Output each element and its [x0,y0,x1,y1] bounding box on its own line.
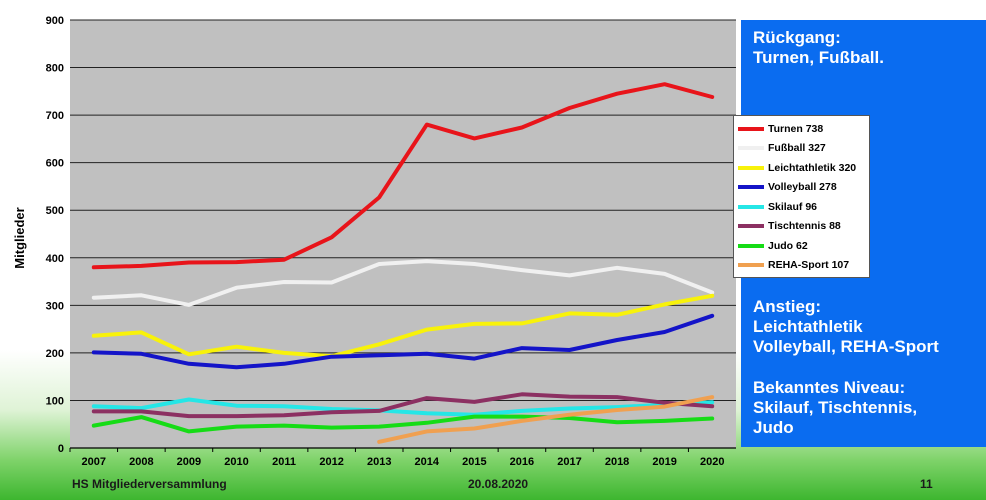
x-tick-label: 2008 [129,456,153,468]
legend-swatch [738,244,764,248]
legend-item: Tischtennis 88 [738,217,865,237]
legend-item: Skilauf 96 [738,197,865,217]
legend-item: Judo 62 [738,236,865,256]
legend-item: Volleyball 278 [738,178,865,198]
x-tick-label: 2015 [462,456,486,468]
y-tick-label: 900 [46,15,64,27]
x-tick-label: 2017 [557,456,581,468]
y-tick-label: 700 [46,110,64,122]
footer-date: 20.08.2020 [468,477,528,491]
footer-page-number: 11 [920,477,933,491]
legend-item: Turnen 738 [738,119,865,139]
legend-item: REHA-Sport 107 [738,256,865,276]
x-tick-label: 2010 [224,456,248,468]
legend-swatch [738,263,764,267]
legend-swatch [738,127,764,131]
legend-label: Turnen 738 [768,123,823,135]
legend-label: Tischtennis 88 [768,220,841,232]
y-axis-label: Mitglieder [12,207,27,268]
x-tick-label: 2014 [415,456,440,468]
x-tick-label: 2009 [177,456,201,468]
y-tick-label: 600 [46,158,64,170]
y-tick-label: 0 [58,443,64,455]
plot-area [70,20,736,448]
legend-label: REHA-Sport 107 [768,259,849,271]
y-tick-label: 400 [46,253,64,265]
legend-label: Fußball 327 [768,142,826,154]
increase-note: Anstieg: Leichtathletik Volleyball, REHA… [753,297,939,357]
legend-label: Judo 62 [768,240,808,252]
y-tick-label: 800 [46,63,64,75]
y-axis-ticks: 0 100 200 300 400 500 600 700 800 900 [46,15,64,455]
legend-item: Leichtathletik 320 [738,158,865,178]
x-tick-label: 2013 [367,456,391,468]
x-tick-label: 2011 [272,456,296,468]
y-tick-label: 300 [46,300,64,312]
x-axis-ticks: 2007 2008 2009 2010 2011 2012 2013 2014 2015 2016… [70,448,736,468]
legend-swatch [738,205,764,209]
y-tick-label: 200 [46,348,64,360]
x-tick-label: 2012 [319,456,343,468]
decline-note: Rückgang: Turnen, Fußball. [753,28,884,68]
x-tick-label: 2016 [510,456,534,468]
legend-swatch [738,166,764,170]
legend-item: Fußball 327 [738,139,865,159]
legend-swatch [738,185,764,189]
footer-event-name: HS Mitgliederversammlung [72,477,227,491]
legend-swatch [738,224,764,228]
legend-label: Volleyball 278 [768,181,837,193]
chart-legend: Turnen 738 Fußball 327 Leichtathletik 320 V… [733,115,870,278]
legend-label: Skilauf 96 [768,201,817,213]
y-tick-label: 100 [46,395,64,407]
legend-label: Leichtathletik 320 [768,162,856,174]
x-tick-label: 2020 [700,456,724,468]
legend-swatch [738,146,764,150]
x-tick-label: 2018 [605,456,629,468]
x-tick-label: 2019 [652,456,676,468]
y-tick-label: 500 [46,205,64,217]
x-tick-label: 2007 [82,456,106,468]
stable-level-note: Bekanntes Niveau: Skilauf, Tischtennis, … [753,378,917,438]
